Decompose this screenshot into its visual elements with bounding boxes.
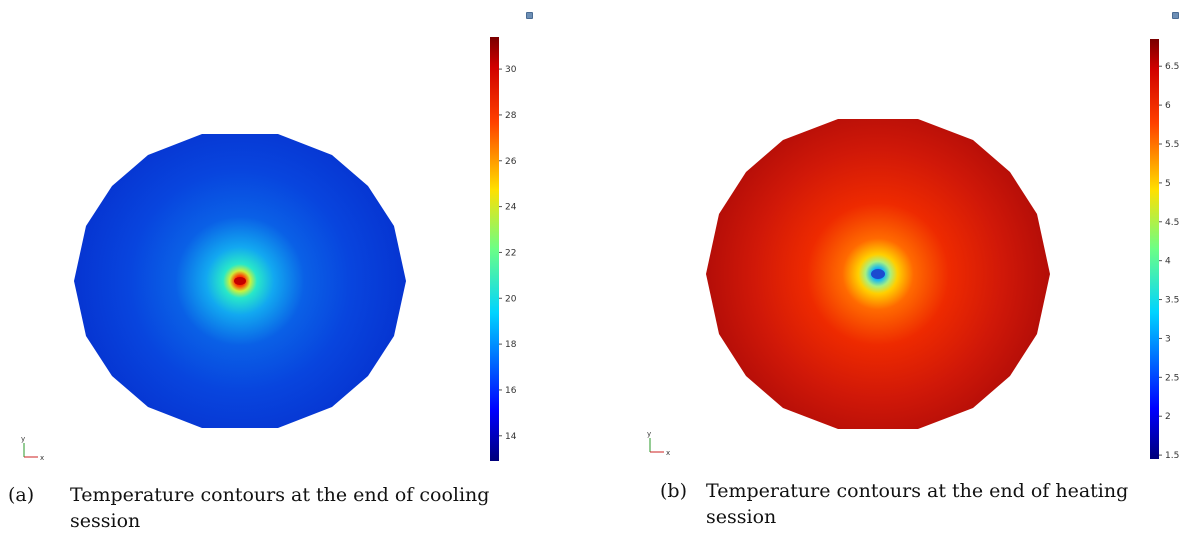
contour-plot-a: 14 16 18 20 22 24 26 28 30 y x — [21, 37, 517, 462]
axis-y-label-a: y — [21, 435, 25, 443]
colorbar-tick-label: 28 — [505, 111, 517, 121]
colorbar-tick-label: 24 — [505, 203, 517, 213]
colorbar-ticks-b: 1.5 2 2.5 3 3.5 4 4.5 5 5.5 6 6.5 — [1159, 62, 1179, 461]
colorbar-tick-label: 4 — [1165, 257, 1171, 267]
colorbar-ticks-a: 14 16 18 20 22 24 26 28 30 — [499, 65, 517, 442]
axis-y-label-b: y — [647, 430, 651, 438]
colorbar-tick-label: 20 — [505, 294, 517, 304]
colorbar-tick-label: 16 — [505, 386, 517, 396]
colorbar-tick-label: 5.5 — [1165, 140, 1179, 150]
caption-b-letter: (b) — [660, 480, 687, 502]
figure-panel-a: 14 16 18 20 22 24 26 28 30 y x — [0, 0, 560, 470]
colorbar-a — [490, 37, 499, 461]
colorbar-tick-label: 1.5 — [1165, 451, 1179, 461]
axis-triad-b: y x — [647, 430, 670, 457]
axis-triad-a: y x — [21, 435, 44, 462]
caption-a-letter: (a) — [8, 484, 35, 506]
colorbar-tick-label: 5 — [1165, 179, 1171, 189]
colorbar-tick-label: 26 — [505, 157, 517, 167]
contour-plot-b: 1.5 2 2.5 3 3.5 4 4.5 5 5.5 6 6.5 y x — [647, 39, 1179, 461]
figure-panel-b: 1.5 2 2.5 3 3.5 4 4.5 5 5.5 6 6.5 y x — [630, 0, 1182, 470]
colorbar-tick-label: 2.5 — [1165, 373, 1179, 383]
colorbar-tick-label: 14 — [505, 432, 517, 442]
center-hotspot-a — [234, 277, 246, 285]
colorbar-tick-label: 2 — [1165, 412, 1171, 422]
colorbar-tick-label: 3 — [1165, 334, 1171, 344]
axis-x-label-b: x — [666, 449, 670, 457]
colorbar-tick-label: 22 — [505, 248, 516, 258]
colorbar-b — [1150, 39, 1159, 459]
colorbar-tick-label: 6.5 — [1165, 62, 1179, 72]
center-coldspot-b — [871, 269, 885, 279]
corner-icon — [1172, 12, 1179, 19]
colorbar-tick-label: 30 — [505, 65, 517, 75]
caption-b-text: Temperature contours at the end of heati… — [706, 480, 1129, 528]
corner-icon — [526, 12, 533, 19]
axis-x-label-a: x — [40, 454, 44, 462]
colorbar-tick-label: 3.5 — [1165, 296, 1179, 306]
colorbar-tick-label: 18 — [505, 340, 517, 350]
colorbar-tick-label: 4.5 — [1165, 218, 1179, 228]
colorbar-tick-label: 6 — [1165, 101, 1171, 111]
caption-a-text: Temperature contours at the end of cooli… — [70, 484, 490, 532]
